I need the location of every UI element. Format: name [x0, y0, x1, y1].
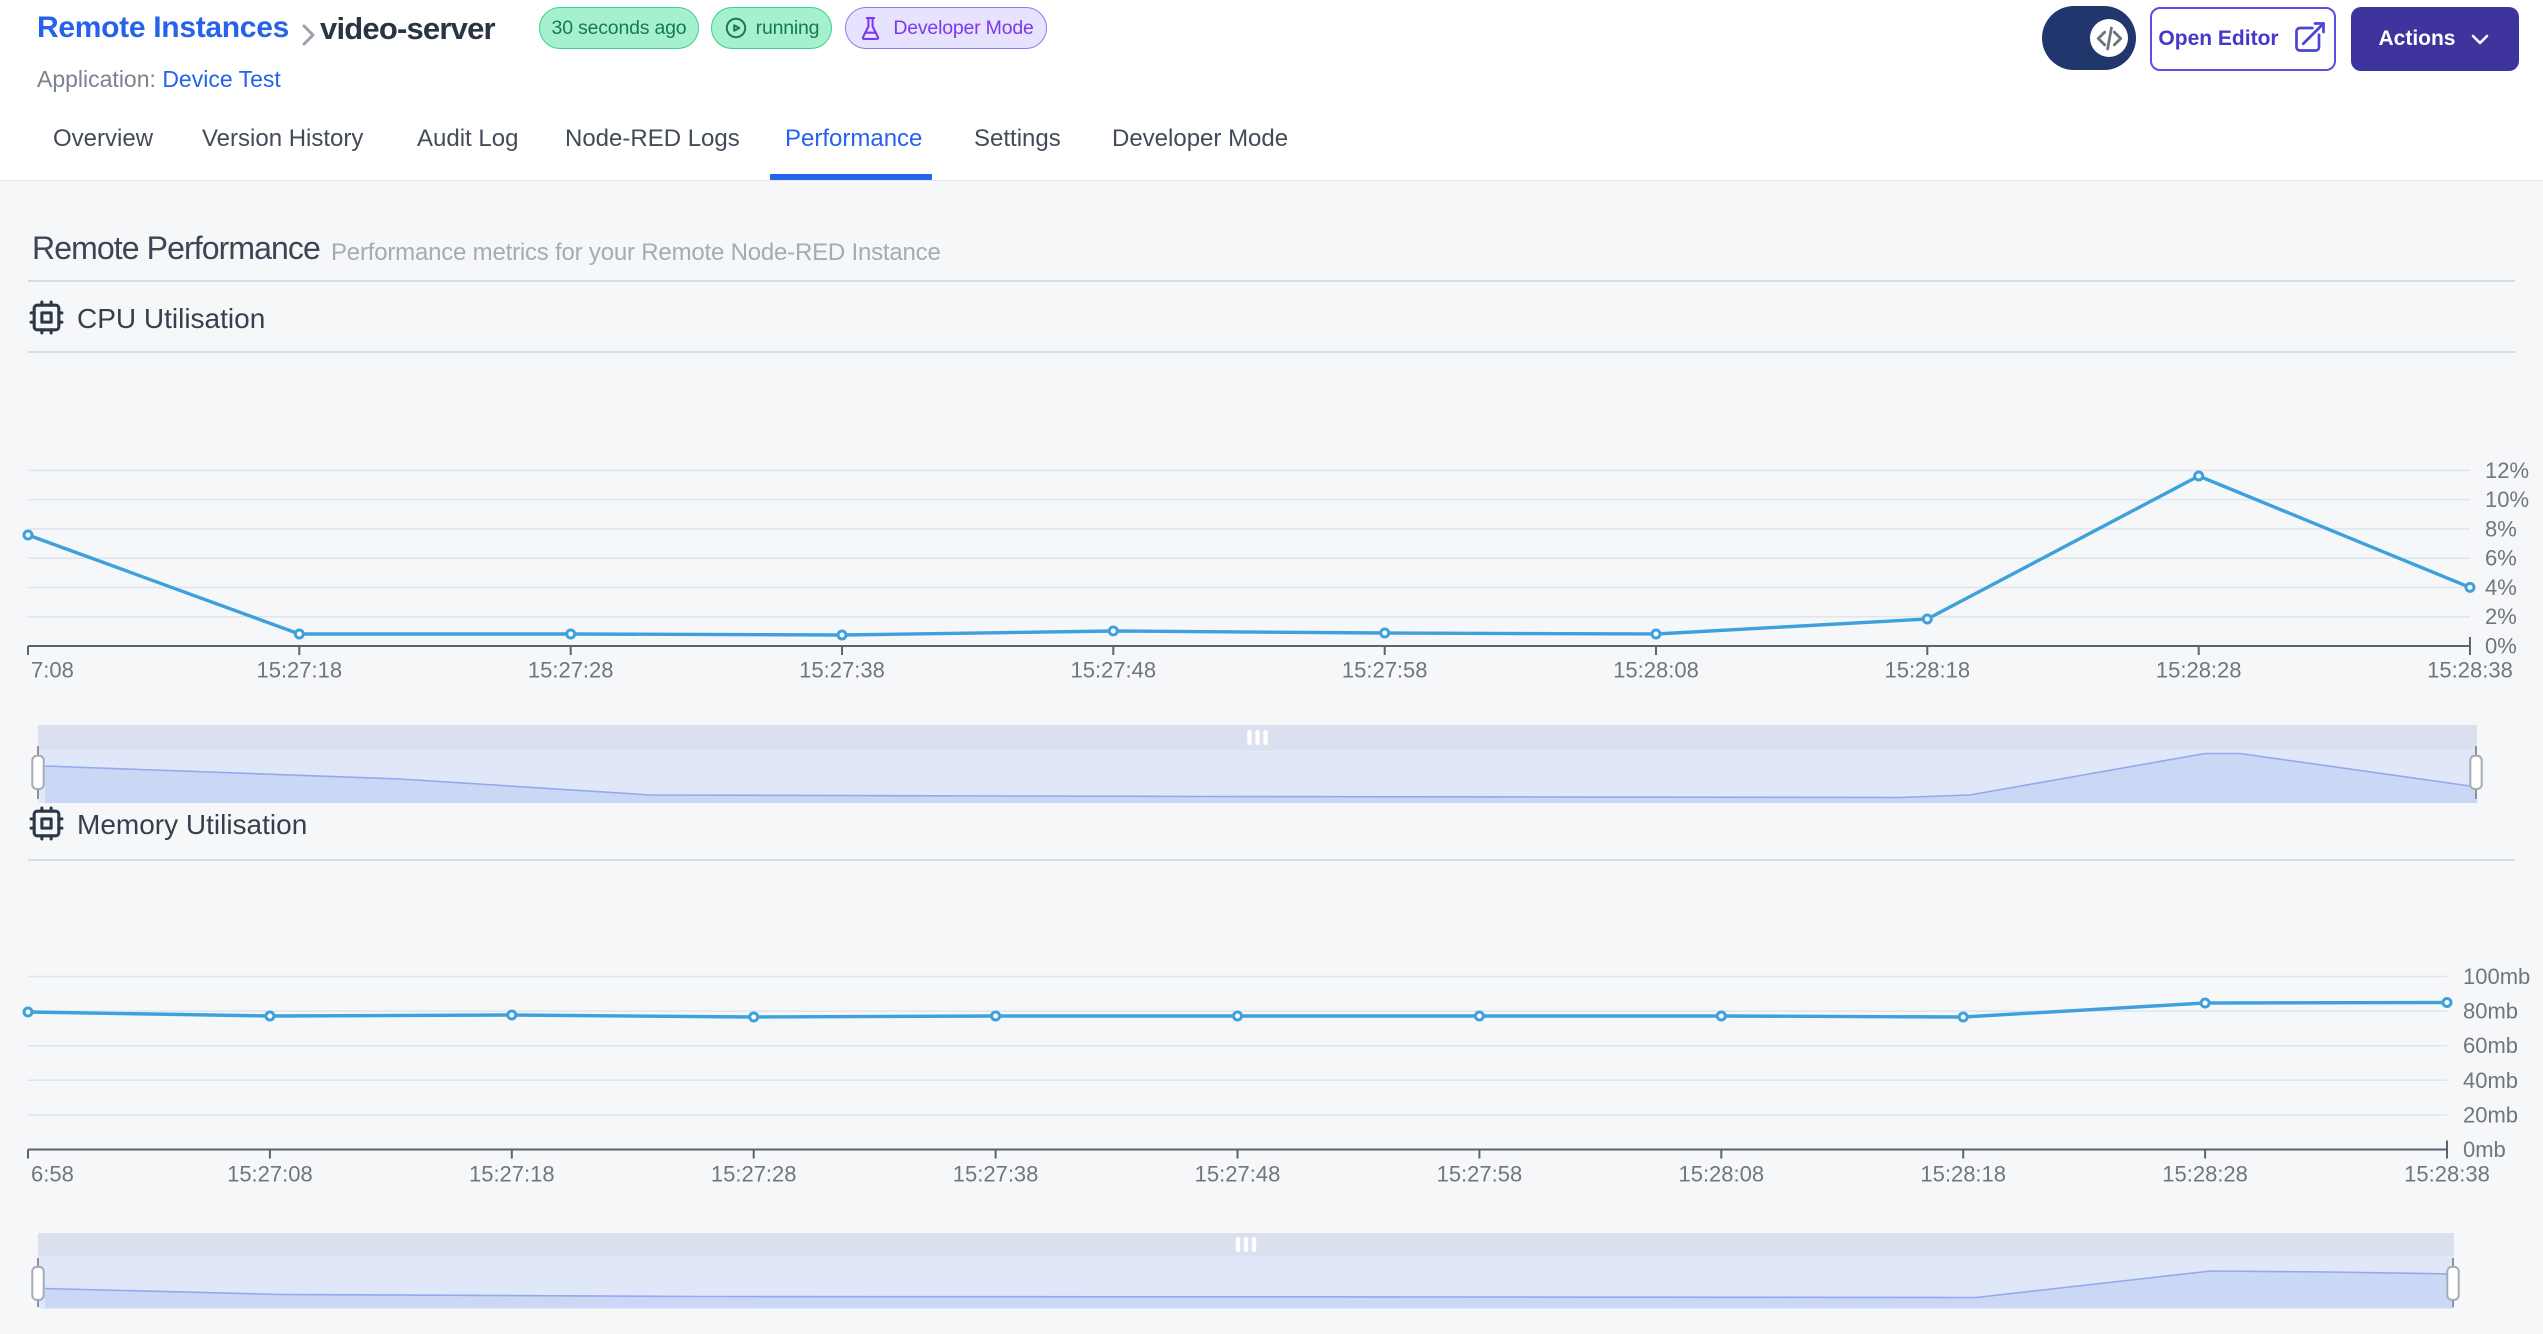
svg-text:15:27:58: 15:27:58	[1342, 658, 1428, 683]
svg-text:40mb: 40mb	[2463, 1068, 2518, 1093]
svg-text:15:28:28: 15:28:28	[2156, 658, 2242, 683]
svg-text:0%: 0%	[2485, 634, 2517, 659]
svg-text:15:27:38: 15:27:38	[799, 658, 885, 683]
svg-text:15:27:38: 15:27:38	[953, 1162, 1039, 1187]
svg-text:15:28:38: 15:28:38	[2404, 1162, 2490, 1187]
svg-text:15:27:08: 15:27:08	[227, 1162, 313, 1187]
svg-text:15:27:28: 15:27:28	[528, 658, 614, 683]
svg-text:10%: 10%	[2485, 487, 2529, 512]
svg-text:60mb: 60mb	[2463, 1033, 2518, 1058]
svg-text:6%: 6%	[2485, 546, 2517, 571]
svg-text:15:28:28: 15:28:28	[2162, 1162, 2248, 1187]
svg-text:8%: 8%	[2485, 516, 2517, 541]
svg-text:15:27:48: 15:27:48	[1195, 1162, 1281, 1187]
svg-text:12%: 12%	[2485, 458, 2529, 483]
svg-text:20mb: 20mb	[2463, 1102, 2518, 1127]
svg-text:15:28:18: 15:28:18	[1920, 1162, 2006, 1187]
svg-text:15:27:48: 15:27:48	[1070, 658, 1156, 683]
svg-text:15:28:38: 15:28:38	[2427, 658, 2513, 683]
svg-text:15:28:08: 15:28:08	[1678, 1162, 1764, 1187]
svg-text:15:27:18: 15:27:18	[469, 1162, 555, 1187]
svg-text:15:28:18: 15:28:18	[1884, 658, 1970, 683]
svg-text:15:27:58: 15:27:58	[1437, 1162, 1523, 1187]
svg-text:0mb: 0mb	[2463, 1137, 2506, 1162]
svg-text:6:58: 6:58	[31, 1162, 74, 1187]
svg-text:7:08: 7:08	[31, 658, 74, 683]
svg-text:15:27:18: 15:27:18	[256, 658, 342, 683]
svg-text:15:27:28: 15:27:28	[711, 1162, 797, 1187]
svg-text:80mb: 80mb	[2463, 999, 2518, 1024]
svg-text:4%: 4%	[2485, 575, 2517, 600]
svg-text:15:28:08: 15:28:08	[1613, 658, 1699, 683]
svg-text:2%: 2%	[2485, 604, 2517, 629]
svg-text:100mb: 100mb	[2463, 964, 2530, 989]
